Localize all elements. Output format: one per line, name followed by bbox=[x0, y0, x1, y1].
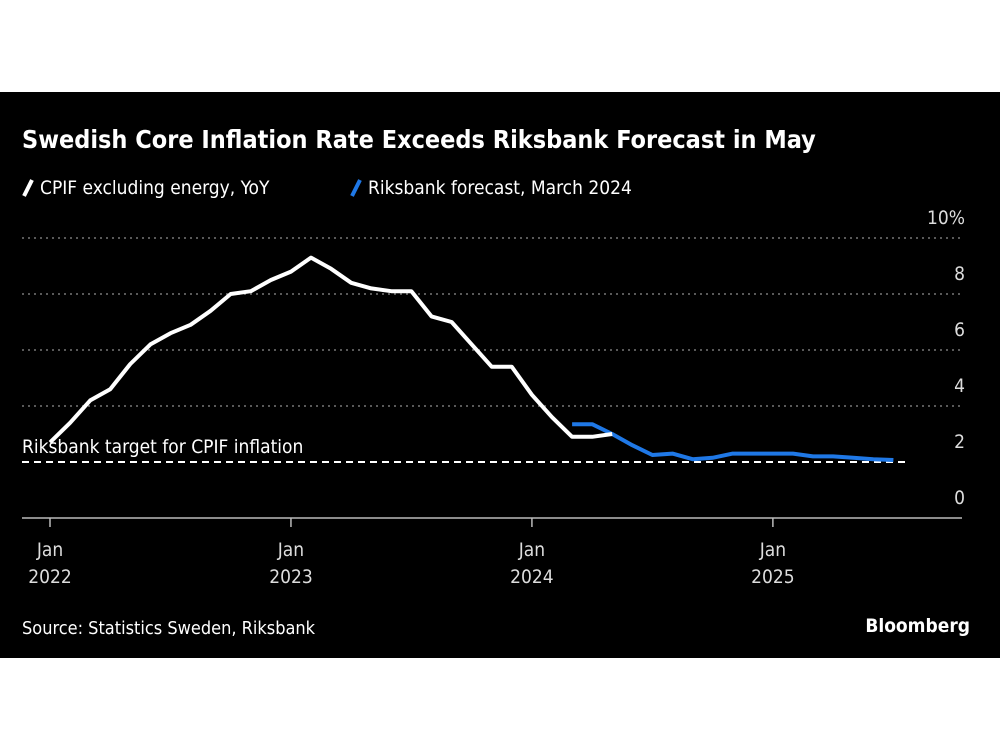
y-tick-label: 6 bbox=[954, 319, 965, 341]
chart-panel bbox=[0, 92, 1000, 658]
bloomberg-logo: Bloomberg bbox=[865, 615, 970, 637]
x-tick-label: Jan bbox=[277, 539, 304, 561]
x-tick-label-year: 2022 bbox=[28, 566, 72, 588]
target-line-label: Riksbank target for CPIF inflation bbox=[22, 436, 303, 458]
x-tick-label-year: 2023 bbox=[269, 566, 313, 588]
y-tick-label: 0 bbox=[954, 487, 965, 509]
legend-label-forecast: Riksbank forecast, March 2024 bbox=[368, 177, 632, 199]
y-tick-label: 8 bbox=[954, 263, 965, 285]
chart-title: Swedish Core Inflation Rate Exceeds Riks… bbox=[22, 125, 816, 154]
legend: CPIF excluding energy, YoY Riksbank fore… bbox=[22, 177, 632, 199]
x-tick-label-year: 2025 bbox=[751, 566, 795, 588]
source-note: Source: Statistics Sweden, Riksbank bbox=[22, 618, 316, 639]
y-tick-label: 4 bbox=[954, 375, 965, 397]
legend-swatch-cpif bbox=[22, 179, 34, 197]
y-tick-label: 10% bbox=[927, 207, 965, 229]
x-tick-label: Jan bbox=[36, 539, 63, 561]
legend-label-cpif: CPIF excluding energy, YoY bbox=[40, 177, 270, 199]
x-tick-label: Jan bbox=[518, 539, 545, 561]
x-tick-label: Jan bbox=[759, 539, 786, 561]
series-line-cpif bbox=[48, 255, 613, 444]
series-line-forecast bbox=[572, 422, 894, 462]
x-tick-label-year: 2024 bbox=[510, 566, 554, 588]
legend-swatch-forecast bbox=[350, 179, 362, 197]
y-tick-label: 2 bbox=[954, 431, 965, 453]
